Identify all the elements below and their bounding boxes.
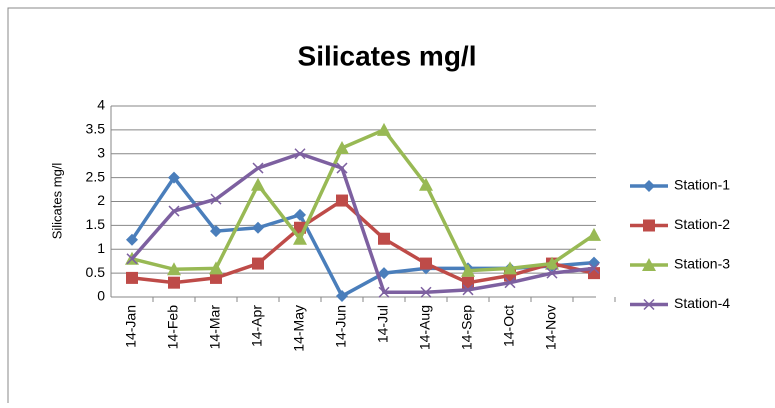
legend-label: Station-1 <box>674 177 730 193</box>
data-point <box>545 256 559 270</box>
data-point <box>126 253 138 265</box>
x-tick-label: 14-Jul <box>375 305 391 343</box>
y-tick-label: 2.5 <box>86 168 106 184</box>
legend-marker <box>643 219 655 232</box>
data-point <box>504 277 516 289</box>
series-line <box>131 127 595 273</box>
data-point <box>378 232 390 245</box>
x-tick-label: 14-Jun <box>333 305 349 348</box>
legend-item: Station-3 <box>630 256 730 272</box>
data-point <box>210 193 222 205</box>
x-tick-label: 14-Mar <box>207 305 223 350</box>
data-point <box>336 194 348 207</box>
data-point <box>294 148 306 160</box>
x-tick-label: 14-Oct <box>501 305 517 347</box>
data-point <box>168 171 180 184</box>
data-point <box>335 141 349 155</box>
y-tick-label: 3 <box>97 144 105 160</box>
data-point <box>168 205 180 217</box>
legend-label: Station-2 <box>674 216 730 232</box>
data-point <box>252 257 264 270</box>
data-point <box>252 162 264 174</box>
data-point <box>462 284 474 296</box>
y-tick-label: 0 <box>97 288 105 304</box>
data-point <box>336 162 348 174</box>
data-point <box>210 271 222 284</box>
data-point <box>503 261 517 275</box>
data-point <box>420 257 432 270</box>
legend-item: Station-2 <box>630 216 730 232</box>
y-tick-label: 4 <box>97 97 105 113</box>
y-axis-label: Silicates mg/l <box>49 163 64 240</box>
data-point <box>378 286 390 298</box>
y-tick-label: 0.5 <box>86 264 106 280</box>
x-tick-label: 14-Aug <box>417 305 433 350</box>
data-point <box>461 263 475 277</box>
data-point <box>587 227 601 241</box>
data-point <box>126 271 138 284</box>
chart-title: Silicates mg/l <box>298 40 477 71</box>
data-point <box>126 233 138 246</box>
data-point <box>293 231 307 245</box>
data-point <box>168 276 180 289</box>
data-point <box>588 262 600 274</box>
data-point <box>419 177 433 191</box>
data-point <box>294 208 306 221</box>
legend-marker <box>642 258 656 271</box>
chart-frame <box>7 7 775 408</box>
data-point <box>377 122 391 136</box>
x-tick-label: 14-Sep <box>459 305 475 350</box>
data-point <box>251 177 265 191</box>
data-point <box>167 262 181 276</box>
data-point <box>252 221 264 234</box>
data-point <box>209 261 223 275</box>
legend-marker <box>643 298 655 311</box>
x-tick-label: 14-Feb <box>165 305 181 350</box>
series-line <box>130 151 595 294</box>
legend-label: Station-3 <box>674 256 730 272</box>
legend-label: Station-4 <box>674 295 730 311</box>
y-tick-label: 3.5 <box>86 121 106 137</box>
x-tick-label: 14-Apr <box>249 305 265 347</box>
y-tick-label: 2 <box>97 192 105 208</box>
x-tick-label: 14-Jan <box>123 305 139 348</box>
data-point <box>546 267 558 279</box>
data-point <box>420 286 432 298</box>
legend-item: Station-1 <box>630 177 730 193</box>
y-tick-label: 1 <box>97 240 105 256</box>
x-tick-label: 14-Nov <box>543 305 559 350</box>
legend-marker <box>643 180 655 192</box>
x-tick-label: 14-May <box>291 305 307 352</box>
data-point <box>462 276 474 289</box>
data-point <box>378 267 390 280</box>
series-line <box>131 198 595 285</box>
data-point <box>336 290 348 303</box>
data-point <box>210 225 222 238</box>
y-tick-label: 1.5 <box>86 216 106 232</box>
legend-item: Station-4 <box>630 295 730 311</box>
